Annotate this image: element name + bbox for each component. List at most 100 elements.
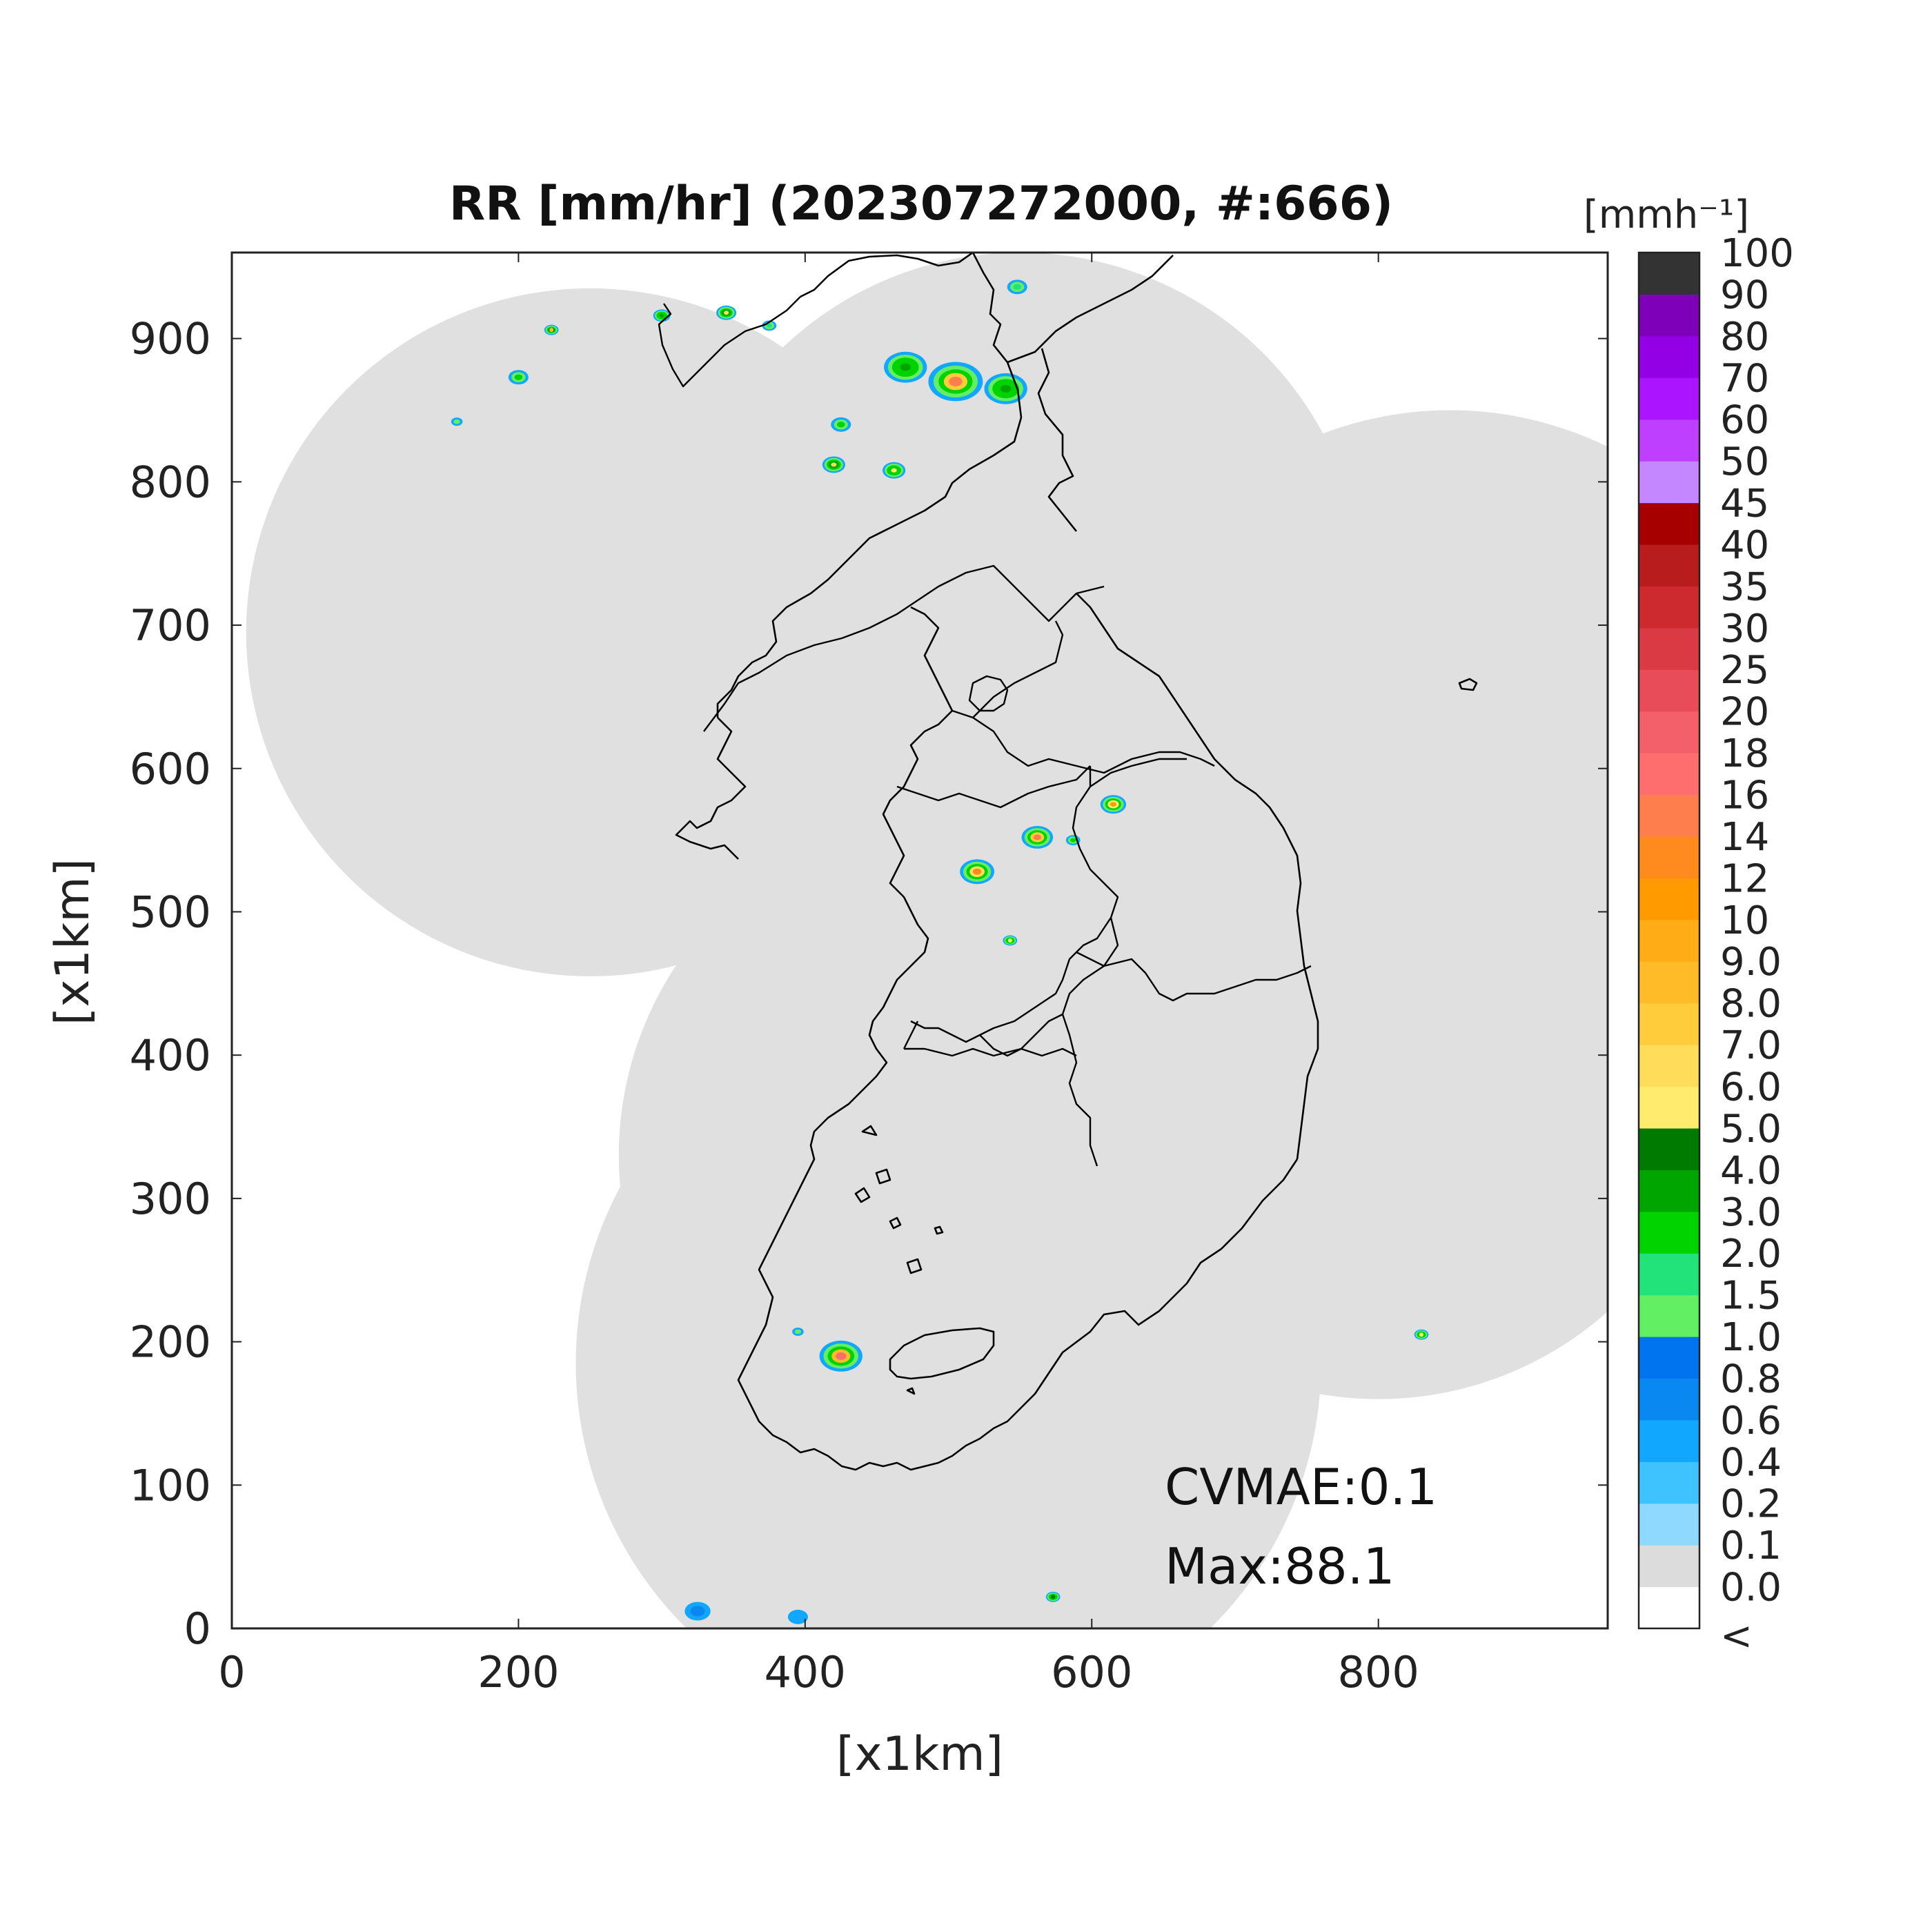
colorbar-tick-label: 45: [1720, 482, 1769, 526]
colorbar-segment: [1639, 1003, 1699, 1045]
rain-cell-18: [1003, 935, 1018, 946]
colorbar-segment: [1639, 1045, 1699, 1087]
colorbar-segment: [1639, 836, 1699, 878]
plot-title: RR [mm/hr] (202307272000, #:666): [449, 177, 1393, 231]
colorbar-tick-label: 12: [1720, 856, 1769, 901]
colorbar-tick-label: 20: [1720, 690, 1769, 735]
colorbar-segment: [1639, 711, 1699, 753]
cvmae-stat: CVMAE:0.1: [1165, 1458, 1437, 1516]
y-tick-label: 800: [130, 457, 211, 507]
rain-level: [1110, 802, 1116, 807]
rain-level: [831, 462, 837, 467]
colorbar-segment: [1639, 1294, 1699, 1337]
rain-cell-5: [822, 456, 845, 473]
rain-level: [549, 328, 554, 333]
colorbar-tick-label: 90: [1720, 273, 1769, 317]
colorbar-segment: [1639, 1461, 1699, 1504]
colorbar-segment: [1639, 544, 1699, 586]
colorbar-segment: [1639, 1545, 1699, 1588]
y-axis-ticks: 0 100 200 300 400 500 600 700 800 900: [130, 314, 1608, 1654]
colorbar-segment: [1639, 878, 1699, 920]
colorbar-segment: [1639, 794, 1699, 837]
rain-level: [972, 868, 982, 875]
x-tick-label: 0: [218, 1647, 245, 1697]
colorbar-tick-label: 0.0: [1720, 1566, 1782, 1610]
rain-cell-24: [787, 1609, 808, 1624]
colorbar: [1637, 251, 1701, 1630]
colorbar-tick-label: 10: [1720, 898, 1769, 943]
colorbar-tick-label: 0.2: [1720, 1482, 1782, 1527]
rain-level: [837, 422, 845, 428]
rain-cell-23: [684, 1601, 711, 1621]
colorbar-segment: [1639, 1419, 1699, 1462]
colorbar-tick-label: 25: [1720, 648, 1769, 693]
colorbar-unit-label: [mmh⁻¹]: [1584, 193, 1749, 237]
x-tick-label: 600: [1051, 1647, 1132, 1697]
rain-cell-8: [716, 305, 737, 320]
colorbar-segment: [1639, 1378, 1699, 1421]
y-tick-label: 100: [130, 1460, 211, 1510]
rain-cell-20: [792, 1328, 804, 1337]
colorbar-segment: [1639, 335, 1699, 378]
colorbar-segment: [1639, 961, 1699, 1004]
rain-level: [891, 468, 897, 473]
colorbar-tick-label: 7.0: [1720, 1023, 1782, 1068]
rain-cell-16: [1100, 795, 1127, 814]
colorbar-segment: [1639, 919, 1699, 962]
colorbar-tick-label: 8.0: [1720, 982, 1782, 1027]
rain-cell-6: [882, 462, 906, 479]
rain-cell-11: [544, 324, 559, 335]
x-axis-ticks: 0 200 400 600 800: [218, 253, 1419, 1697]
y-tick-label: 500: [130, 887, 211, 937]
colorbar-segment: [1639, 1170, 1699, 1212]
y-tick-label: 400: [130, 1030, 211, 1081]
rain-level: [514, 374, 523, 380]
rain-level: [836, 1352, 847, 1360]
colorbar-frame: [1637, 251, 1701, 1630]
colorbar-segment: [1639, 294, 1699, 337]
colorbar-segment: [1639, 1086, 1699, 1129]
rain-level: [660, 313, 664, 318]
rain-level: [787, 1609, 808, 1624]
rain-cell-2: [884, 351, 927, 383]
colorbar-segment: [1639, 1337, 1699, 1379]
rain-level: [1013, 284, 1021, 290]
colorbar-tick-label: 0.4: [1720, 1440, 1782, 1485]
colorbar-tick-label: 30: [1720, 607, 1769, 651]
colorbar-tick-label: 60: [1720, 398, 1769, 443]
y-tick-label: 300: [130, 1174, 211, 1224]
colorbar-tick-label: 50: [1720, 440, 1769, 484]
x-tick-label: 800: [1337, 1647, 1419, 1697]
rain-level: [1051, 1595, 1056, 1599]
colorbar-segment: [1639, 502, 1699, 545]
colorbar-tick-label: 2.0: [1720, 1232, 1782, 1276]
rain-level: [1007, 938, 1012, 943]
rain-level: [949, 376, 963, 386]
colorbar-tick-label: 0.6: [1720, 1399, 1782, 1443]
colorbar-tick-label: 14: [1720, 815, 1769, 860]
colorbar-tick-label: 1.0: [1720, 1315, 1782, 1360]
rain-cell-7: [1007, 279, 1027, 295]
rain-level: [794, 1329, 802, 1334]
jeju-island-outline: [889, 1327, 995, 1380]
colorbar-segment: [1639, 1211, 1699, 1254]
y-tick-label: 700: [130, 600, 211, 651]
rain-level: [453, 419, 460, 424]
x-axis-label: [x1km]: [836, 1727, 1003, 1782]
y-axis-label: [x1km]: [46, 858, 100, 1025]
colorbar-tick-label: 70: [1720, 356, 1769, 401]
y-tick-label: 0: [184, 1604, 211, 1654]
y-tick-label: 900: [130, 314, 211, 364]
y-tick-label: 600: [130, 744, 211, 794]
colorbar-segment: [1639, 253, 1699, 295]
colorbar-segment: [1639, 627, 1699, 670]
colorbar-under-label: <: [1720, 1614, 1753, 1659]
colorbar-tick-label: 3.0: [1720, 1190, 1782, 1235]
colorbar-tick-label: 40: [1720, 523, 1769, 568]
plot-frame: [230, 251, 1609, 1630]
rain-level: [766, 323, 772, 328]
rain-level: [724, 310, 729, 315]
rain-cell-14: [960, 859, 995, 885]
colorbar-segment: [1639, 1586, 1699, 1629]
